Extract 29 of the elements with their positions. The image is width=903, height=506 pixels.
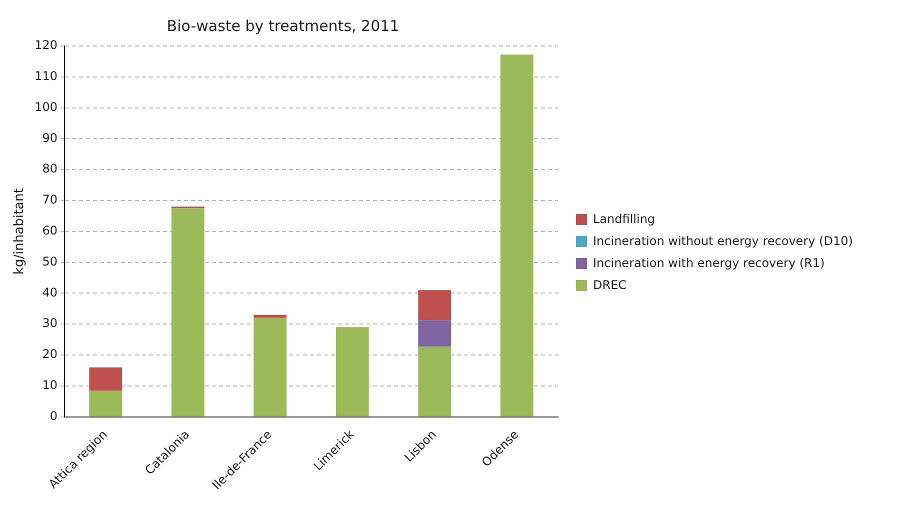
legend-label: Incineration with energy recovery (R1) xyxy=(593,256,825,270)
y-tick-label: 10 xyxy=(42,378,58,392)
legend-label: Landfilling xyxy=(593,212,656,226)
bar xyxy=(254,318,287,416)
y-tick-label: 70 xyxy=(42,192,58,207)
chart-title: Bio-waste by treatments, 2011 xyxy=(166,16,400,35)
bar xyxy=(89,390,122,416)
y-tick-label: 60 xyxy=(42,224,58,238)
y-tick-label: 100 xyxy=(34,100,58,114)
bar xyxy=(171,208,204,416)
bar xyxy=(89,367,122,391)
y-axis-title: kg/inhabitant xyxy=(12,188,28,275)
bar xyxy=(254,314,287,318)
y-tick-label: 110 xyxy=(34,69,58,84)
bar xyxy=(418,320,452,347)
y-tick-label: 0 xyxy=(50,408,58,423)
y-tick-label: 50 xyxy=(42,254,58,268)
bar xyxy=(418,290,452,320)
bar xyxy=(500,54,534,416)
y-tick-label: 40 xyxy=(42,285,58,300)
bar xyxy=(336,327,369,416)
legend-label: Incineration without energy recovery (D10) xyxy=(593,234,853,248)
y-tick-label: 90 xyxy=(42,130,58,145)
y-tick-label: 20 xyxy=(42,347,58,362)
bar xyxy=(418,346,452,416)
legend-label: DREC xyxy=(593,278,627,292)
y-tick-label: 80 xyxy=(42,162,58,176)
y-tick-label: 120 xyxy=(34,38,58,52)
y-tick-label: 30 xyxy=(42,316,58,330)
